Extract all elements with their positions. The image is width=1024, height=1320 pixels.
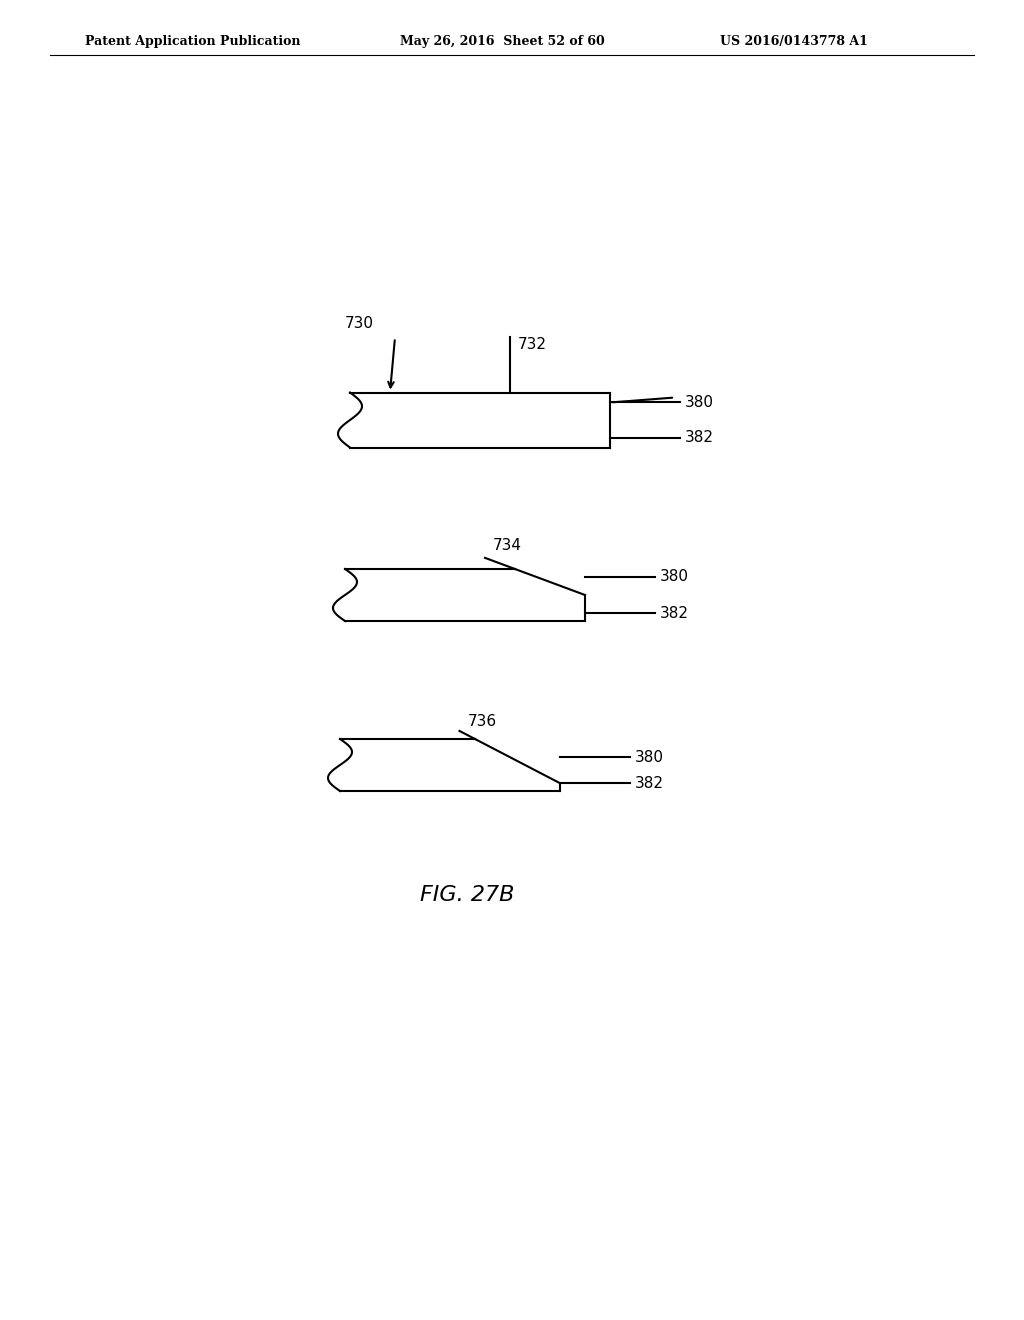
Text: 382: 382 <box>635 776 664 791</box>
Text: 380: 380 <box>685 395 714 411</box>
Text: 380: 380 <box>635 750 664 764</box>
Text: 382: 382 <box>685 430 714 445</box>
Text: 730: 730 <box>345 315 374 330</box>
Text: 380: 380 <box>660 569 689 585</box>
Text: Patent Application Publication: Patent Application Publication <box>85 36 300 48</box>
Text: 734: 734 <box>493 537 522 553</box>
Text: US 2016/0143778 A1: US 2016/0143778 A1 <box>720 36 868 48</box>
Text: 382: 382 <box>660 606 689 620</box>
Text: May 26, 2016  Sheet 52 of 60: May 26, 2016 Sheet 52 of 60 <box>400 36 605 48</box>
Text: 732: 732 <box>518 338 547 352</box>
Text: FIG. 27B: FIG. 27B <box>420 884 514 906</box>
Text: 736: 736 <box>468 714 497 729</box>
